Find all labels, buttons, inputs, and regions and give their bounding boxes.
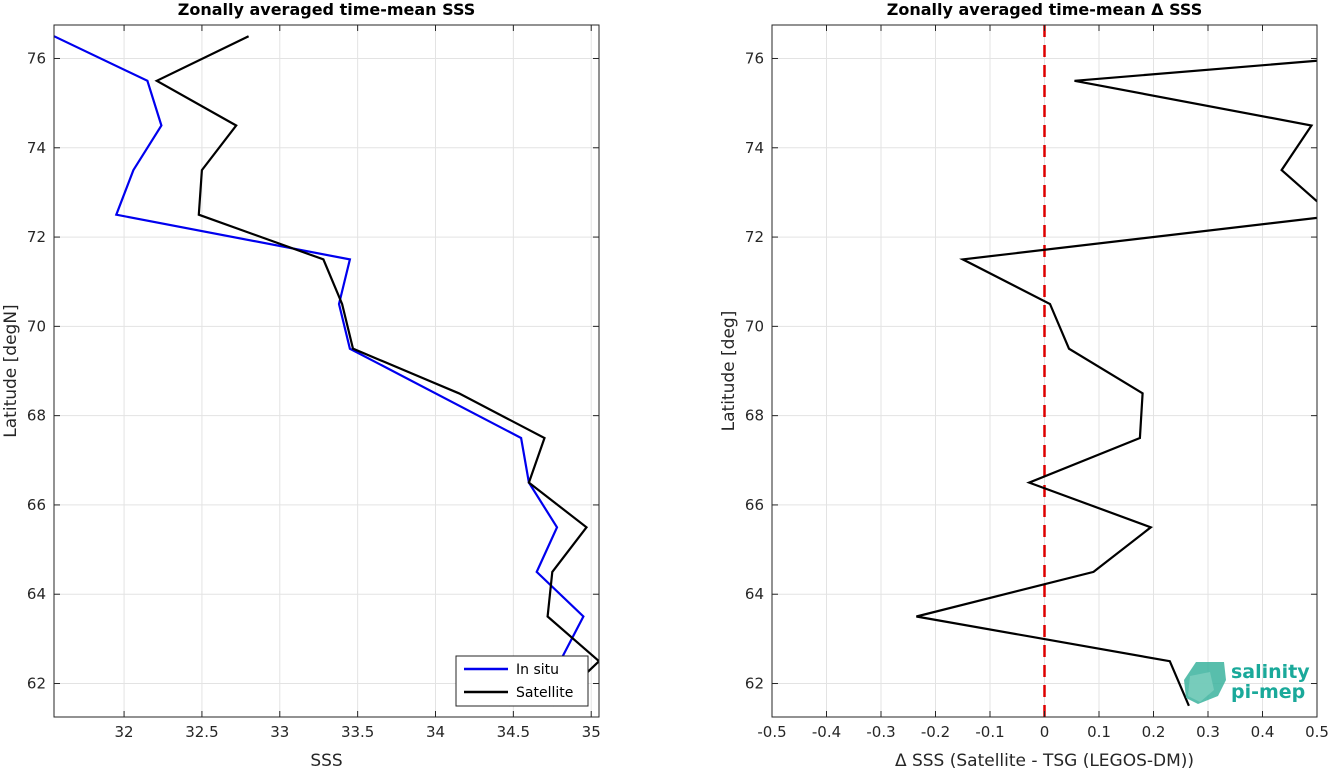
left-ytick-label: 74 [27, 139, 46, 157]
left-xlabel: SSS [310, 751, 342, 769]
right-xtick-label: -0.4 [812, 723, 841, 741]
legend: In situ Satellite [455, 655, 589, 707]
left-xtick-label: 33.5 [341, 723, 374, 741]
left-ytick-label: 66 [27, 496, 46, 514]
left-series-line-1 [154, 35, 599, 707]
left-axes-box [53, 24, 600, 718]
right-ylabel: Latitude [deg] [719, 311, 739, 432]
logo-mark-shade-icon [1188, 672, 1214, 702]
right-lines [916, 25, 1317, 717]
left-ylabel: Latitude [degN] [1, 304, 21, 437]
left-lines [54, 35, 599, 707]
right-title: Zonally averaged time-mean Δ SSS [887, 0, 1203, 19]
right-ytick-label: 70 [745, 317, 764, 335]
left-ticks: 32 32.5 33 33.5 34 34.5 35 62 64 66 68 70 72 74 76 [27, 25, 601, 741]
left-series-line-0 [54, 35, 585, 707]
left-xtick-label: 32.5 [185, 723, 218, 741]
right-series-line-0 [916, 59, 1317, 707]
left-xtick-label: 35 [582, 723, 601, 741]
legend-label-satellite: Satellite [516, 685, 573, 701]
right-xtick-label: 0 [1040, 723, 1050, 741]
left-ytick-label: 72 [27, 228, 46, 246]
left-xtick-label: 33 [270, 723, 289, 741]
right-ytick-label: 74 [745, 139, 764, 157]
right-xtick-label: -0.5 [757, 723, 786, 741]
logo-line1: salinity [1231, 661, 1310, 683]
legend-label-insitu: In situ [516, 662, 559, 678]
left-xtick-label: 32 [115, 723, 134, 741]
salinity-pi-mep-logo: salinity pi-mep [1184, 661, 1310, 704]
right-xtick-label: -0.3 [866, 723, 895, 741]
left-ytick-label: 64 [27, 585, 46, 603]
right-ytick-label: 62 [745, 675, 764, 693]
right-xtick-label: 0.5 [1305, 723, 1329, 741]
right-grid [771, 25, 1318, 717]
right-xtick-label: 0.3 [1196, 723, 1220, 741]
right-xtick-label: -0.1 [975, 723, 1004, 741]
right-ytick-label: 76 [745, 49, 764, 67]
left-xtick-label: 34 [426, 723, 445, 741]
left-grid [54, 25, 599, 717]
right-ytick-label: 68 [745, 407, 764, 425]
right-xtick-label: 0.1 [1087, 723, 1111, 741]
left-chart: 32 32.5 33 33.5 34 34.5 35 62 64 66 68 70 72 74 76 Zon… [1, 0, 601, 769]
logo-line2: pi-mep [1231, 681, 1305, 703]
right-xtick-label: 0.4 [1251, 723, 1275, 741]
legend-box [455, 655, 589, 707]
right-xtick-label: -0.2 [921, 723, 950, 741]
right-ticks: -0.5 -0.4 -0.3 -0.2 -0.1 0 0.1 0.2 0.3 0.4 0.5 62 64… [745, 25, 1329, 741]
left-ytick-label: 70 [27, 317, 46, 335]
right-ytick-label: 72 [745, 228, 764, 246]
right-ytick-label: 66 [745, 496, 764, 514]
left-ytick-label: 76 [27, 49, 46, 67]
right-xlabel: Δ SSS (Satellite - TSG (LEGOS-DM)) [895, 751, 1194, 769]
left-ytick-label: 62 [27, 675, 46, 693]
left-xtick-label: 34.5 [497, 723, 530, 741]
right-xtick-label: 0.2 [1142, 723, 1166, 741]
left-title: Zonally averaged time-mean SSS [178, 0, 476, 19]
right-ytick-label: 64 [745, 585, 764, 603]
left-ytick-label: 68 [27, 407, 46, 425]
right-chart: -0.5 -0.4 -0.3 -0.2 -0.1 0 0.1 0.2 0.3 0.4 0.5 62 64… [719, 0, 1329, 769]
